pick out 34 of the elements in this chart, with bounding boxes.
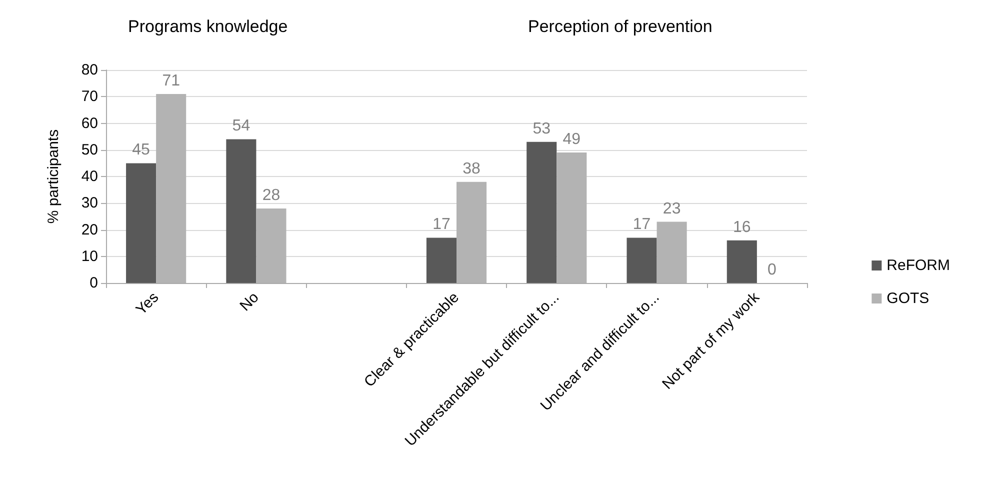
y-tick-label: 30 xyxy=(81,194,98,212)
data-label: 54 xyxy=(232,118,250,135)
data-label: 17 xyxy=(632,216,651,234)
bar xyxy=(126,163,156,283)
data-label: 28 xyxy=(262,186,280,204)
bar xyxy=(426,238,456,283)
bar xyxy=(626,238,657,283)
bar xyxy=(726,240,757,283)
data-label: 17 xyxy=(432,216,450,234)
legend-label: GOTS xyxy=(886,290,930,307)
y-tick-label: 50 xyxy=(81,141,98,158)
data-label: 53 xyxy=(532,120,551,138)
y-tick-label: 10 xyxy=(81,248,98,265)
x-tick-label: Yes xyxy=(132,288,162,318)
data-label: 45 xyxy=(132,142,150,159)
y-axis-title: % participants xyxy=(45,129,62,224)
data-label: 23 xyxy=(662,200,681,218)
text: Programs knowledge xyxy=(128,17,288,36)
data-label: 0 xyxy=(767,262,776,278)
y-tick-label: 70 xyxy=(81,88,98,106)
data-label: 71 xyxy=(162,72,180,90)
y-tick-label: 0 xyxy=(90,274,98,292)
x-tick-label: No xyxy=(236,288,262,315)
y-tick-label: 60 xyxy=(81,114,98,132)
data-label: 38 xyxy=(462,160,481,178)
y-tick-label: 40 xyxy=(81,168,98,185)
legend-label: ReFORM xyxy=(886,257,950,274)
text: Perception of prevention xyxy=(528,17,712,36)
y-tick-label: 20 xyxy=(81,221,98,238)
bar xyxy=(526,142,557,283)
bar xyxy=(226,139,256,283)
data-label: 49 xyxy=(562,131,581,148)
y-tick-label: 80 xyxy=(81,62,98,78)
data-label: 16 xyxy=(733,218,751,236)
